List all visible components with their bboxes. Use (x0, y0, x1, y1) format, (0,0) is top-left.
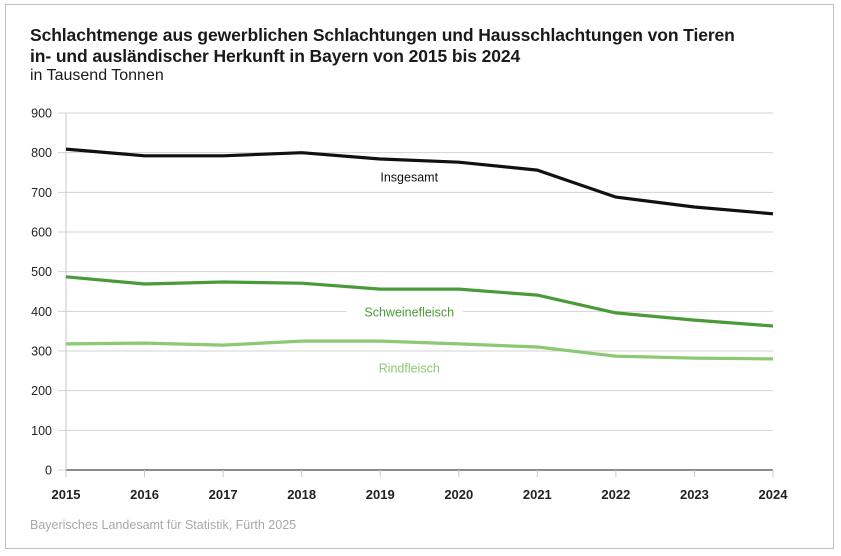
y-tick-label: 500 (31, 265, 52, 279)
y-tick-label: 400 (31, 305, 52, 319)
y-tick-label: 200 (31, 384, 52, 398)
chart-title-line-2: in- und ausländischer Herkunft in Bayern… (30, 46, 521, 66)
x-tick-label: 2021 (523, 487, 552, 502)
y-axis: 0 100 200 300 400 500 600 700 800 900 (31, 107, 67, 478)
y-tick-label: 100 (31, 424, 52, 438)
series-line-insgesamt (65, 147, 774, 216)
y-tick-label: 0 (45, 464, 52, 478)
x-tick-label: 2023 (680, 487, 709, 502)
series-label-schweinefleisch: Schweinefleisch (364, 305, 454, 319)
source-note: Bayerisches Landesamt für Statistik, Für… (30, 518, 297, 532)
y-tick-label: 300 (31, 345, 52, 359)
x-tick-label: 2020 (444, 487, 473, 502)
chart-title-line-1: Schlachtmenge aus gewerblichen Schlachtu… (30, 25, 735, 45)
series-lines (65, 147, 774, 361)
series-label-rindfleisch: Rindfleisch (379, 362, 440, 376)
gridlines (58, 112, 773, 471)
series-labels: Insgesamt Schweinefleisch Rindfleisch (364, 170, 454, 375)
chart-subtitle: in Tausend Tonnen (30, 67, 164, 84)
x-tick-label: 2019 (366, 487, 395, 502)
y-tick-label: 700 (31, 186, 52, 200)
chart-title: Schlachtmenge aus gewerblichen Schlachtu… (30, 25, 735, 67)
x-tick-label: 2017 (209, 487, 238, 502)
series-label-insgesamt: Insgesamt (380, 170, 438, 184)
x-tick-label: 2018 (287, 487, 316, 502)
y-tick-label: 900 (31, 107, 52, 121)
x-tick-label: 2022 (601, 487, 630, 502)
y-tick-label: 600 (31, 226, 52, 240)
x-axis: 2015 2016 2017 2018 2019 2020 2021 2022 2023 2024 (52, 470, 789, 502)
chart-frame (5, 4, 834, 549)
x-tick-label: 2015 (52, 487, 81, 502)
x-tick-label: 2024 (759, 487, 789, 502)
x-tick-label: 2016 (130, 487, 159, 502)
series-line-rindfleisch (65, 339, 774, 361)
series-line-schweinefleisch (65, 275, 774, 328)
y-tick-label: 800 (31, 146, 52, 160)
